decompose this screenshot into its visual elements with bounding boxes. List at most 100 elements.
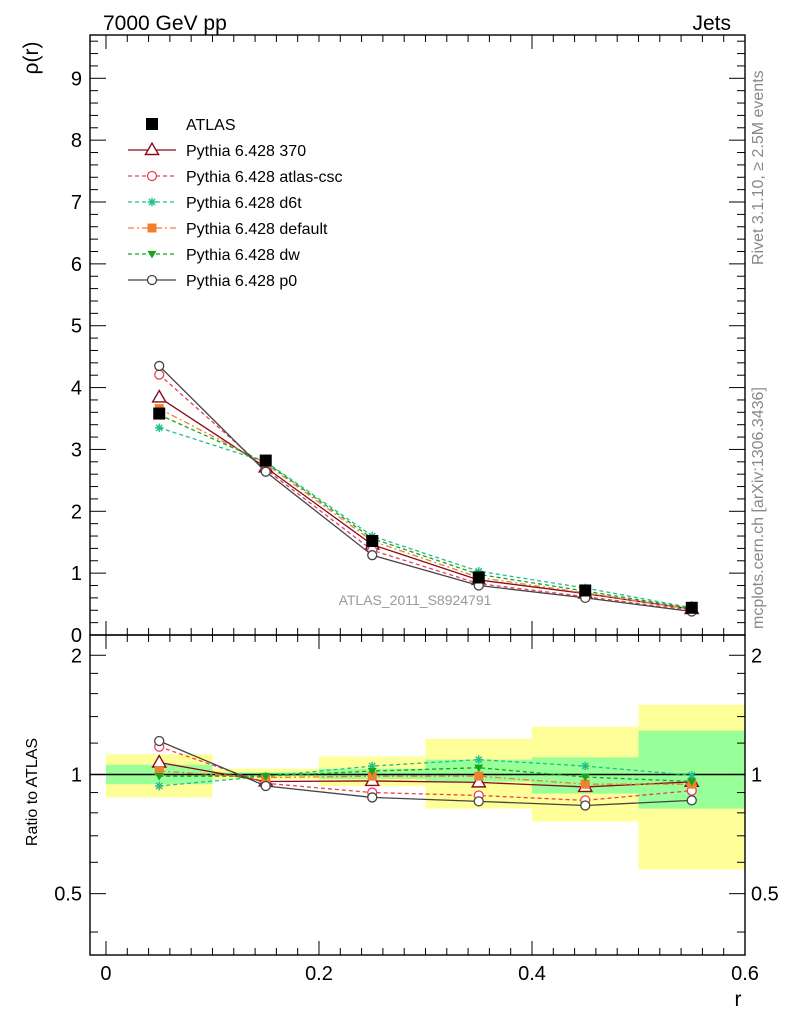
legend-marker [146,118,158,130]
ratio-point [687,771,697,780]
series-line [158,365,692,613]
ratio-line [159,758,692,787]
main-y-tick-label: 7 [71,192,82,214]
series-pythia-6-428-atlas-csc [154,369,697,616]
ratio-line [159,770,692,785]
ratio-point [154,781,164,791]
series-pythia-6-428-default [154,404,697,614]
ratio-y-tick-label: 0.5 [54,884,82,906]
ratio-line [159,767,692,783]
series-line [158,374,692,611]
ratio-point [580,779,590,789]
legend-label: Pythia 6.428 atlas-csc [186,169,343,186]
main-y-label: ρ(r) [20,42,43,75]
legend-marker [144,141,160,156]
header-right: Jets [692,12,731,35]
legend-item-pythia-6-428-p0: Pythia 6.428 p0 [128,273,297,290]
ratio-y-tick-label-right: 0.5 [751,884,779,906]
ratio-bands [105,704,745,870]
series-line [158,396,692,610]
watermark: ATLAS_2011_S8924791 [339,592,492,608]
main-y-tick-label: 8 [71,130,82,152]
series-atlas [153,407,698,614]
series-line [158,408,692,610]
ratio-point [260,780,271,792]
ratio-line [158,740,692,807]
legend-marker [147,197,157,207]
ratio-series [151,735,700,811]
legend-label: Pythia 6.428 p0 [186,273,297,290]
main-panel: 0 1 2 3 4 5 6 7 8 9 ρ(r) ATLAS_2011_S8924791 ATLA… [20,34,746,647]
rivet-label: Rivet 3.1.10, ≥ 2.5M events [750,70,767,265]
main-y-tick-label: 4 [71,378,82,400]
ratio-ticks: 0 0.2 0.4 0.6 0.5 0.5 1 1 2 2 [54,635,779,985]
ratio-point [580,761,590,771]
x-tick-label: 0.4 [518,963,546,985]
legend-label: Pythia 6.428 default [186,221,328,238]
ratio-y-tick-label: 1 [71,764,82,786]
data-point [366,534,379,547]
ratio-point [261,773,271,781]
data-point [259,454,272,467]
legend-label: ATLAS [186,117,236,134]
legend-marker [147,250,157,259]
x-tick-label: 0.2 [305,963,333,985]
data-point [153,407,166,420]
data-point [154,369,165,380]
ratio-point [154,773,164,781]
ratio-y-tick-label: 2 [71,645,82,667]
ratio-point [580,800,591,811]
ratio-point [470,774,487,788]
ratio-point [686,795,697,806]
main-y-tick-label: 0 [71,625,82,647]
data-point [472,571,485,584]
ratio-point [474,755,484,764]
mcplots-label: mcplots.cern.ch [arXiv:1306.3436] [750,387,767,629]
ratio-point [154,735,165,747]
legend-item-pythia-6-428-dw: Pythia 6.428 dw [128,247,300,264]
ratio-point [367,767,377,776]
main-y-tick-label: 1 [71,563,82,585]
data-point [367,550,378,561]
data-point [579,584,592,597]
series-pythia-6-428-370 [151,389,700,615]
ratio-point [154,766,164,776]
ratio-point [473,796,484,807]
legend-label: Pythia 6.428 d6t [186,195,302,212]
legend-item-atlas: ATLAS [146,117,236,134]
header-left: 7000 GeV pp [103,12,227,35]
series-pythia-6-428-d6t [154,423,697,613]
main-y-tick-label: 3 [71,439,82,461]
legend-marker [146,170,158,182]
ratio-point [367,771,377,781]
legend-marker [146,274,158,286]
legend-label: Pythia 6.428 dw [186,247,300,264]
legend-label: Pythia 6.428 370 [186,143,306,160]
data-point [154,360,165,372]
legend-marker [147,223,157,233]
main-series [151,360,700,617]
data-point [260,466,271,477]
ratio-panel: 0 0.2 0.4 0.6 0.5 0.5 1 1 2 2 Ratio to ATLAS r [24,634,779,1011]
main-y-tick-label: 6 [71,254,82,276]
ratio-frame [89,634,746,956]
series-line [158,414,692,610]
ratio-point [580,773,590,782]
data-point [154,423,164,433]
series-line [159,427,692,609]
x-axis-label: r [735,988,742,1011]
ratio-line [159,746,692,802]
main-y-tick-label: 9 [71,68,82,90]
ratio-series-pythia-6-428-dw [154,764,697,786]
main-y-tick-label: 5 [71,316,82,338]
ratio-series-pythia-6-428-p0 [154,735,697,811]
legend-item-pythia-6-428-370: Pythia 6.428 370 [128,141,306,160]
legend-item-pythia-6-428-d6t: Pythia 6.428 d6t [128,195,302,212]
ratio-y-label: Ratio to ATLAS [24,738,41,846]
data-point [685,601,698,614]
x-tick-label: 0 [100,963,111,985]
ratio-point [367,792,378,803]
main-ticks: 0 1 2 3 4 5 6 7 8 9 [71,35,746,647]
main-y-tick-label: 2 [71,501,82,523]
